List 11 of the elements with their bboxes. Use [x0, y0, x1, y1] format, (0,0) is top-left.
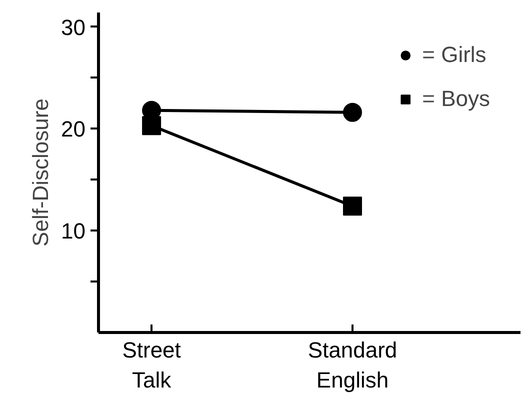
- y-tick-label: 10: [61, 218, 86, 244]
- legend-label: = Girls: [422, 42, 486, 68]
- y-tick-label: 30: [61, 14, 86, 40]
- point: [343, 102, 362, 122]
- point: [343, 196, 362, 216]
- y-axis-title: Self-Disclosure: [28, 98, 54, 246]
- y-tick-label: 20: [61, 116, 86, 142]
- x-tick-label: Standard English: [308, 338, 398, 392]
- x-tick-label: Street Talk: [122, 338, 181, 392]
- legend-label: = Boys: [422, 86, 490, 112]
- point: [142, 116, 162, 136]
